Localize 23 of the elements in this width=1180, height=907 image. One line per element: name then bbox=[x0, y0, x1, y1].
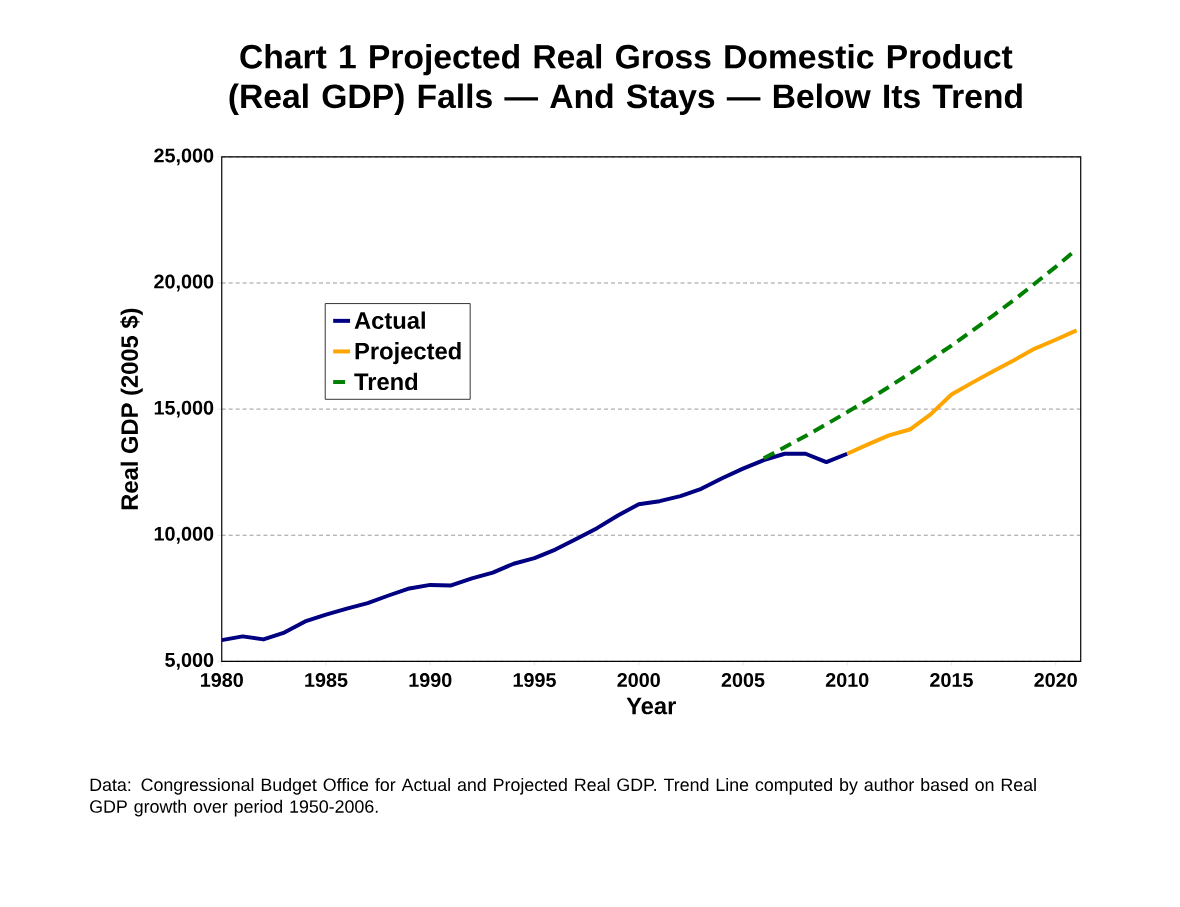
legend-label: Projected bbox=[355, 342, 461, 365]
y-tick-label: 25,000 bbox=[154, 148, 214, 166]
x-tick-label: 1985 bbox=[305, 673, 348, 688]
y-tick-label: 5,000 bbox=[165, 653, 214, 670]
x-tick-label: 2010 bbox=[825, 673, 869, 688]
line-series bbox=[221, 451, 850, 643]
y-tick-label: 10,000 bbox=[154, 526, 214, 544]
legend-label: Trend bbox=[354, 372, 418, 391]
x-tick-label: 2015 bbox=[930, 673, 973, 688]
x-tick-label: 2005 bbox=[721, 673, 765, 688]
x-tick-label: 1980 bbox=[200, 673, 243, 688]
chart-title: Chart 1 Projected Real Gross Domestic Product (Real GDP) Falls — And Stays — Below Its Trend bbox=[229, 44, 1022, 116]
y-tick-label: 20,000 bbox=[154, 274, 214, 292]
x-tick-label: 1995 bbox=[513, 673, 556, 688]
line-series bbox=[845, 328, 1079, 456]
legend-label: Actual bbox=[354, 311, 425, 330]
x-axis-title: Year bbox=[626, 697, 676, 715]
x-tick-label: 2000 bbox=[617, 673, 660, 688]
x-tick-label: 1990 bbox=[409, 673, 452, 688]
y-axis-title: Real GDP (2005 $) bbox=[120, 308, 143, 510]
text: Data: Congressional Budget Office for Actual and Projected Real GDP. Trend Line computed by author based on Real GDP growth over period 1950-2006. bbox=[90, 778, 1036, 817]
y-tick-label: 15,000 bbox=[154, 400, 214, 418]
x-tick-label: 2020 bbox=[1034, 673, 1077, 688]
